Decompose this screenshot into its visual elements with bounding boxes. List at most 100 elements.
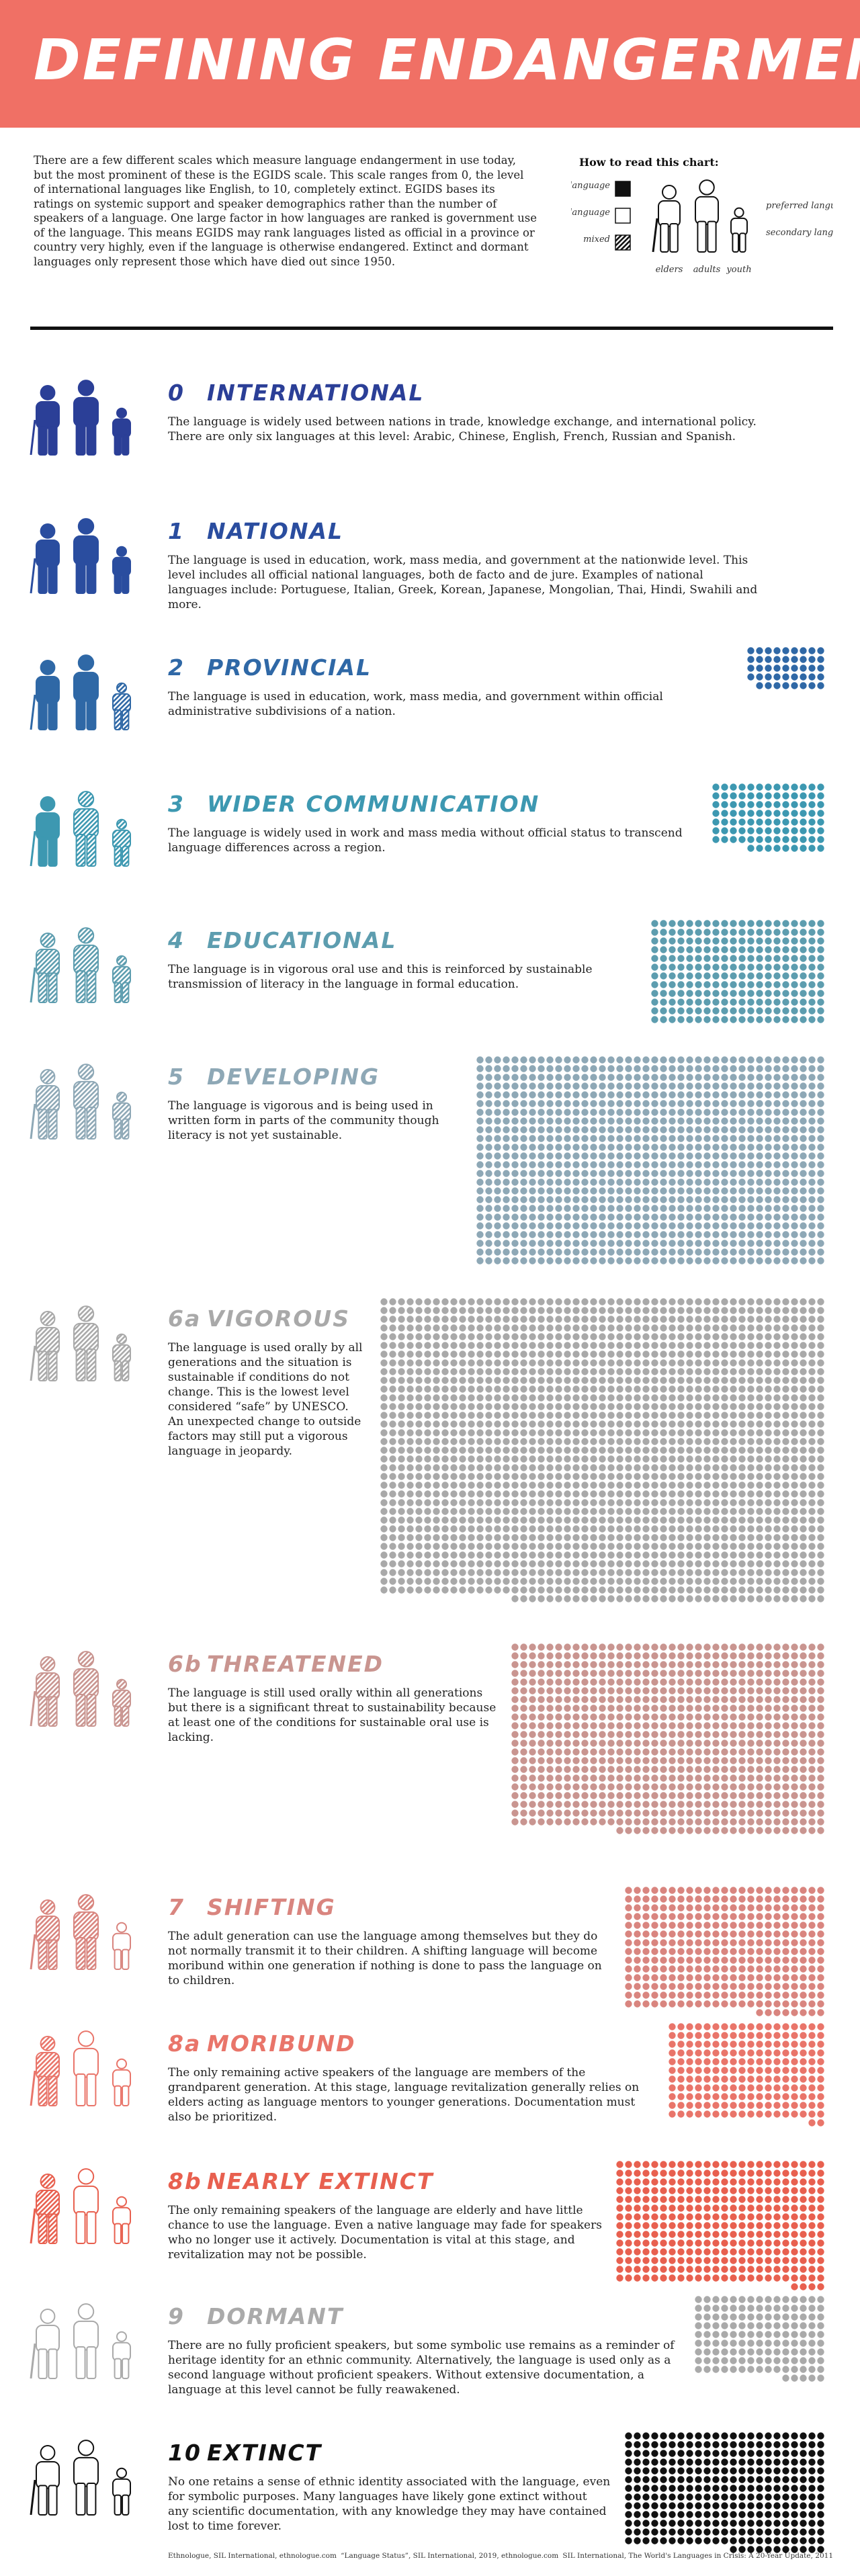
dot bbox=[529, 1595, 536, 1602]
dot bbox=[564, 1551, 571, 1559]
dot bbox=[485, 1117, 492, 1125]
dot bbox=[503, 1152, 510, 1160]
dot bbox=[529, 1350, 536, 1358]
dot bbox=[800, 1643, 807, 1651]
dot bbox=[773, 1490, 781, 1498]
dot bbox=[485, 1438, 492, 1445]
dot bbox=[415, 1525, 423, 1533]
dot bbox=[581, 1818, 589, 1826]
dot bbox=[590, 1490, 597, 1498]
dot bbox=[721, 1757, 728, 1764]
dot bbox=[782, 1187, 789, 1195]
dot bbox=[817, 2067, 824, 2074]
dot bbox=[738, 1965, 746, 1973]
dot bbox=[529, 1056, 536, 1064]
dot bbox=[712, 1586, 720, 1594]
dot bbox=[817, 2075, 824, 2083]
torso bbox=[112, 1689, 131, 1709]
dot bbox=[686, 2204, 693, 2212]
dot bbox=[782, 2049, 789, 2057]
dot bbox=[765, 1403, 772, 1410]
dot bbox=[747, 656, 755, 663]
dot bbox=[695, 1482, 702, 1489]
dot bbox=[800, 2239, 807, 2247]
dot bbox=[721, 1722, 728, 1729]
dot bbox=[721, 2058, 728, 2065]
dot bbox=[695, 1385, 702, 1393]
dot bbox=[808, 1152, 816, 1160]
dot bbox=[380, 1516, 388, 1524]
dot bbox=[634, 1652, 641, 1660]
dot bbox=[730, 1595, 737, 1602]
dot bbox=[817, 1144, 824, 1151]
dot bbox=[468, 1350, 475, 1358]
dot bbox=[634, 2222, 641, 2229]
dot bbox=[642, 1551, 650, 1559]
dot bbox=[817, 1359, 824, 1367]
dot bbox=[730, 1740, 737, 1747]
dot bbox=[607, 1403, 615, 1410]
dot bbox=[703, 1342, 711, 1349]
dot bbox=[599, 1670, 606, 1677]
dot bbox=[625, 1748, 632, 1756]
dot bbox=[581, 1170, 589, 1177]
dot bbox=[424, 1551, 431, 1559]
dot bbox=[660, 1412, 667, 1419]
dot bbox=[660, 1144, 667, 1151]
dot bbox=[625, 1774, 632, 1782]
dot bbox=[380, 1342, 388, 1349]
dot bbox=[782, 1818, 789, 1826]
dot bbox=[808, 1490, 816, 1498]
dot bbox=[669, 1213, 676, 1221]
dot bbox=[817, 1792, 824, 1799]
dot bbox=[747, 1152, 755, 1160]
dot bbox=[651, 1965, 658, 1973]
dot bbox=[529, 1082, 536, 1090]
dot bbox=[669, 1534, 676, 1541]
dot bbox=[721, 1455, 728, 1463]
dot bbox=[765, 1464, 772, 1471]
dot bbox=[485, 1205, 492, 1212]
dot bbox=[572, 1109, 580, 1116]
dot bbox=[660, 1948, 667, 1955]
dot bbox=[450, 1543, 458, 1550]
dot bbox=[651, 1661, 658, 1668]
dot bbox=[782, 783, 789, 791]
dot bbox=[677, 1783, 685, 1791]
dot bbox=[686, 1757, 693, 1764]
dot bbox=[660, 1965, 667, 1973]
dot bbox=[765, 673, 772, 681]
dot bbox=[773, 1178, 781, 1186]
dot bbox=[730, 1670, 737, 1677]
dot bbox=[747, 2041, 755, 2048]
dot bbox=[546, 1394, 554, 1402]
dot bbox=[677, 1508, 685, 1515]
leg bbox=[86, 1936, 97, 1970]
dot bbox=[730, 2084, 737, 2092]
dot bbox=[791, 1809, 798, 1817]
dot bbox=[450, 1508, 458, 1515]
dot bbox=[581, 1126, 589, 1133]
dot bbox=[730, 1543, 737, 1550]
dot bbox=[555, 1801, 562, 1808]
dot bbox=[756, 1213, 763, 1221]
dot bbox=[747, 2187, 755, 2194]
dot bbox=[703, 1257, 711, 1264]
dot bbox=[607, 1429, 615, 1436]
dot bbox=[433, 1403, 440, 1410]
dot bbox=[660, 1525, 667, 1533]
adult-figure bbox=[73, 518, 99, 594]
dot bbox=[695, 1007, 702, 1015]
dot bbox=[616, 1722, 624, 1729]
dot bbox=[703, 1161, 711, 1168]
dot bbox=[634, 1913, 641, 1920]
dot bbox=[564, 1482, 571, 1489]
dot bbox=[808, 1670, 816, 1677]
dot bbox=[616, 1196, 624, 1203]
dot bbox=[634, 2178, 641, 2186]
dot bbox=[791, 2231, 798, 2238]
dot bbox=[389, 1525, 396, 1533]
dot bbox=[765, 2093, 772, 2100]
dot bbox=[721, 1403, 728, 1410]
dot bbox=[380, 1508, 388, 1515]
